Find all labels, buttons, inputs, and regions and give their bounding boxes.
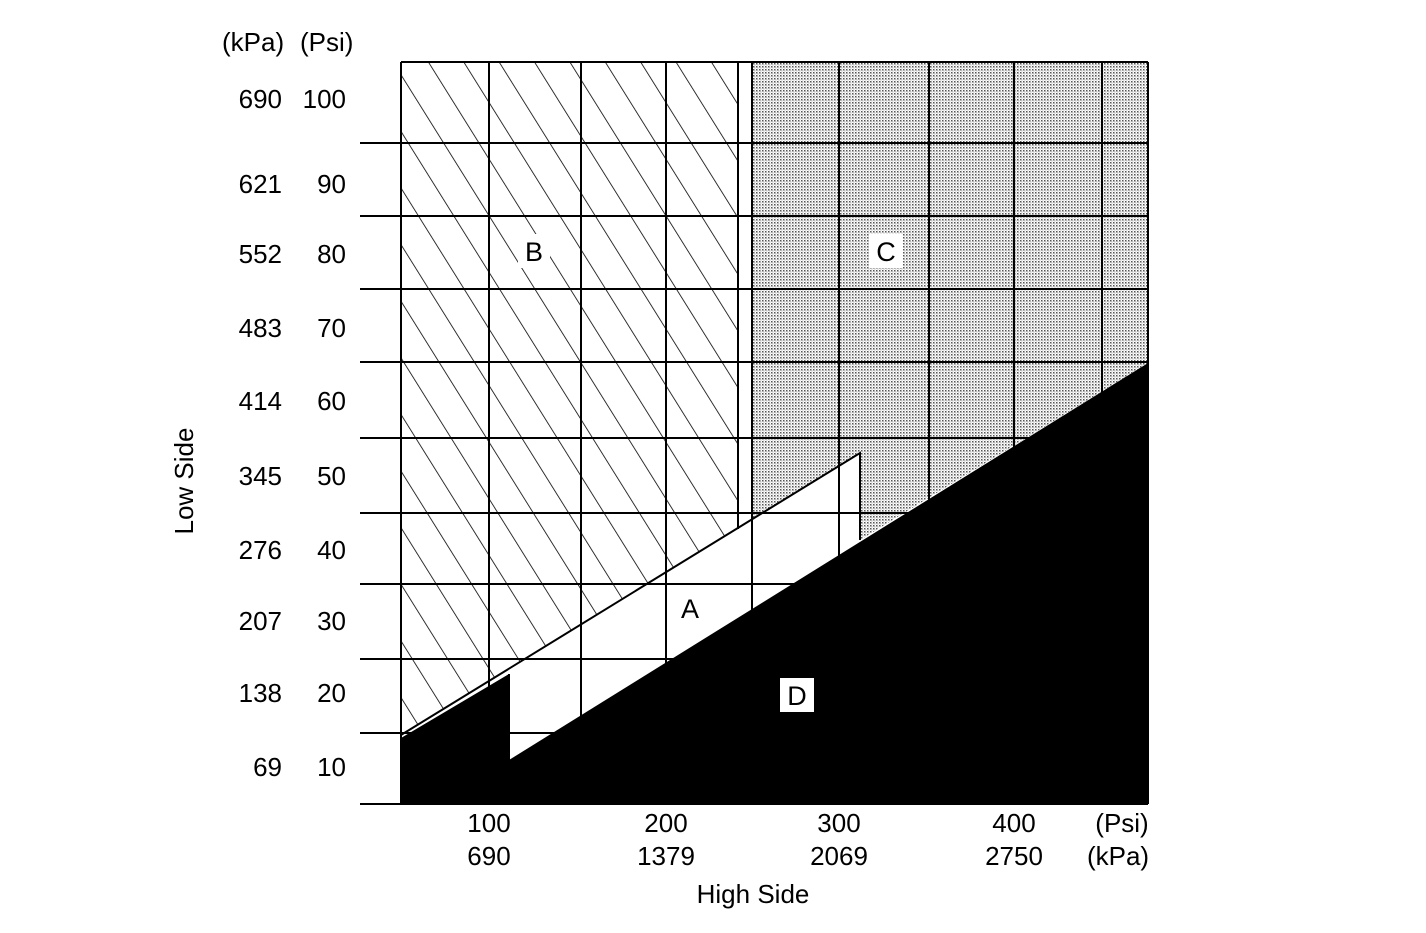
x-tick-psi: 300 [817, 808, 860, 838]
region-a [401, 453, 860, 760]
x-tick-kpa: 2069 [810, 841, 868, 871]
x-tick-kpa: 1379 [637, 841, 695, 871]
y-tick-kpa: 276 [239, 535, 282, 565]
y-tick-kpa: 621 [239, 169, 282, 199]
y-tick-kpa: 414 [239, 386, 282, 416]
region-b-label: B [525, 237, 543, 267]
x-tick-psi: 400 [992, 808, 1035, 838]
region-c [752, 62, 1148, 540]
y-tick-kpa: 483 [239, 313, 282, 343]
y-tick-psi: 60 [317, 386, 346, 416]
y-tick-psi: 50 [317, 461, 346, 491]
x-axis-label: High Side [697, 879, 810, 909]
y-tick-psi: 20 [317, 678, 346, 708]
y-tick-kpa: 345 [239, 461, 282, 491]
y-tick-psi: 70 [317, 313, 346, 343]
y-tick-kpa: 138 [239, 678, 282, 708]
x-tick-psi: 100 [467, 808, 510, 838]
region-a-label: A [681, 594, 699, 624]
y-tick-psi: 10 [317, 752, 346, 782]
y-unit-kpa: (kPa) [222, 27, 284, 57]
x-tick-psi: 200 [644, 808, 687, 838]
y-tick-psi: 80 [317, 239, 346, 269]
x-tick-kpa: 690 [467, 841, 510, 871]
y-unit-psi: (Psi) [300, 27, 353, 57]
y-axis-label: Low Side [169, 428, 199, 535]
y-tick-psi: 90 [317, 169, 346, 199]
y-tick-psi: 40 [317, 535, 346, 565]
y-tick-kpa: 207 [239, 606, 282, 636]
y-tick-kpa: 69 [253, 752, 282, 782]
y-tick-kpa: 552 [239, 239, 282, 269]
x-tick-kpa: 2750 [985, 841, 1043, 871]
x-unit-kpa: (kPa) [1087, 841, 1149, 871]
region-d-label: D [787, 681, 807, 711]
x-unit-psi: (Psi) [1095, 808, 1148, 838]
region-labels: B C A D [518, 234, 903, 712]
y-axis: (kPa) (Psi) Low Side 690 100 621 90 552 80 483… [169, 27, 353, 782]
y-tick-kpa: 690 [239, 84, 282, 114]
region-b [401, 62, 738, 735]
region-d [401, 363, 1148, 804]
region-c-label: C [876, 237, 896, 267]
y-tick-psi: 30 [317, 606, 346, 636]
y-tick-psi: 100 [303, 84, 346, 114]
